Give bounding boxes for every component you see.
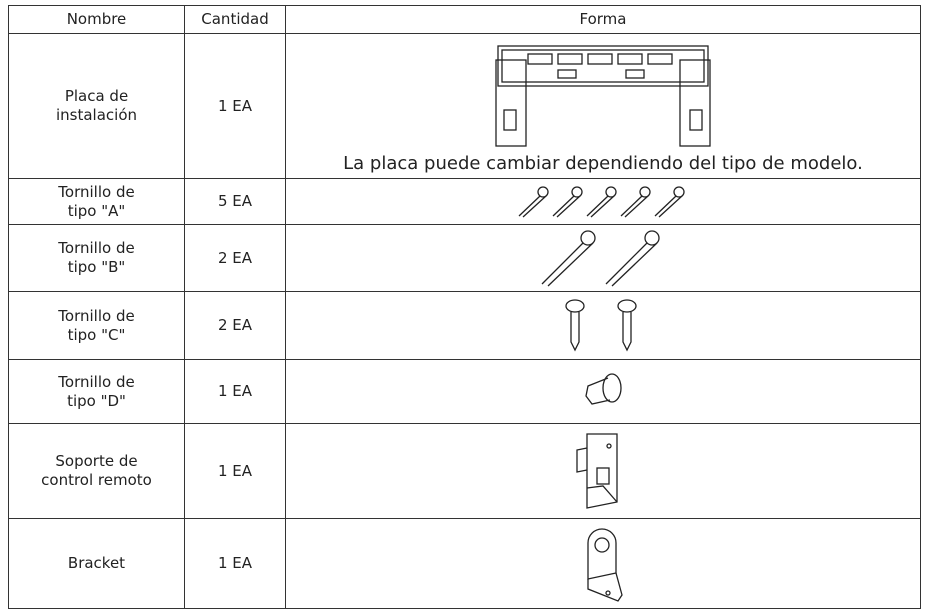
name-line: Tornillo de <box>58 306 135 325</box>
name-line: control remoto <box>41 471 152 489</box>
quantity-cell: 5 EA <box>184 178 286 225</box>
name-line: tipo "B" <box>67 258 126 276</box>
header-row: Nombre Cantidad Forma <box>8 5 921 34</box>
quantity-cell: 1 EA <box>184 359 286 424</box>
quantity-cell: 2 EA <box>184 224 286 292</box>
row: Soporte de control remoto 1 EA <box>8 423 921 519</box>
name-line: Tornillo de <box>58 239 135 257</box>
plate-illustration <box>495 44 711 147</box>
screws-c <box>565 298 637 351</box>
name-line: tipo "D" <box>67 391 126 410</box>
row: Bracket 1 EA <box>8 518 921 609</box>
quantity-cell: 1 EA <box>184 33 286 179</box>
name-line: tipo "A" <box>67 201 126 220</box>
quantity-cell: 1 EA <box>184 423 286 519</box>
parts-table: Nombre Cantidad Forma Placa de instalació… <box>8 5 921 609</box>
name-line: instalación <box>55 106 138 124</box>
name-cell: Tornillo de tipo "C" <box>8 291 185 360</box>
shape-cell <box>285 178 921 225</box>
screw-d <box>585 372 622 405</box>
shape-cell <box>285 423 921 519</box>
shape-cell <box>285 518 921 609</box>
row: Tornillo de tipo "C" 2 EA <box>8 291 921 360</box>
name-line: Placa de <box>64 87 129 105</box>
note: La placa puede cambiar dependiendo del t… <box>343 152 863 174</box>
name-line: tipo "C" <box>67 325 126 344</box>
row: Placa de instalación 1 EA La placa puede … <box>8 33 921 179</box>
screws-b <box>541 230 660 287</box>
row: Tornillo de tipo "D" 1 EA <box>8 359 921 424</box>
remote-holder <box>576 433 618 509</box>
bracket-illustration <box>587 527 623 602</box>
name-cell: Placa de instalación <box>8 33 185 179</box>
name-line: Soporte de <box>55 452 138 470</box>
shape-cell <box>285 359 921 424</box>
header-cell: Forma <box>285 5 921 34</box>
quantity-cell: 1 EA <box>184 518 286 609</box>
name-cell: Tornillo de tipo "B" <box>8 224 185 292</box>
name-line: Bracket <box>67 554 126 572</box>
name-cell: Tornillo de tipo "A" <box>8 178 185 225</box>
row: Tornillo de tipo "A" 5 EA <box>8 178 921 225</box>
name-line: Tornillo de <box>58 182 135 201</box>
name-cell: Tornillo de tipo "D" <box>8 359 185 424</box>
name-cell: Soporte de control remoto <box>8 423 185 519</box>
quantity-cell: 2 EA <box>184 291 286 360</box>
header-cell: Nombre <box>8 5 185 34</box>
screws-a <box>518 185 685 217</box>
row: Tornillo de tipo "B" 2 EA <box>8 224 921 292</box>
shape-cell <box>285 224 921 292</box>
header-cell: Cantidad <box>184 5 286 34</box>
name-line: Tornillo de <box>58 372 135 391</box>
shape-cell <box>285 291 921 360</box>
shape-cell: La placa puede cambiar dependiendo del t… <box>285 33 921 179</box>
name-cell: Bracket <box>8 518 185 609</box>
